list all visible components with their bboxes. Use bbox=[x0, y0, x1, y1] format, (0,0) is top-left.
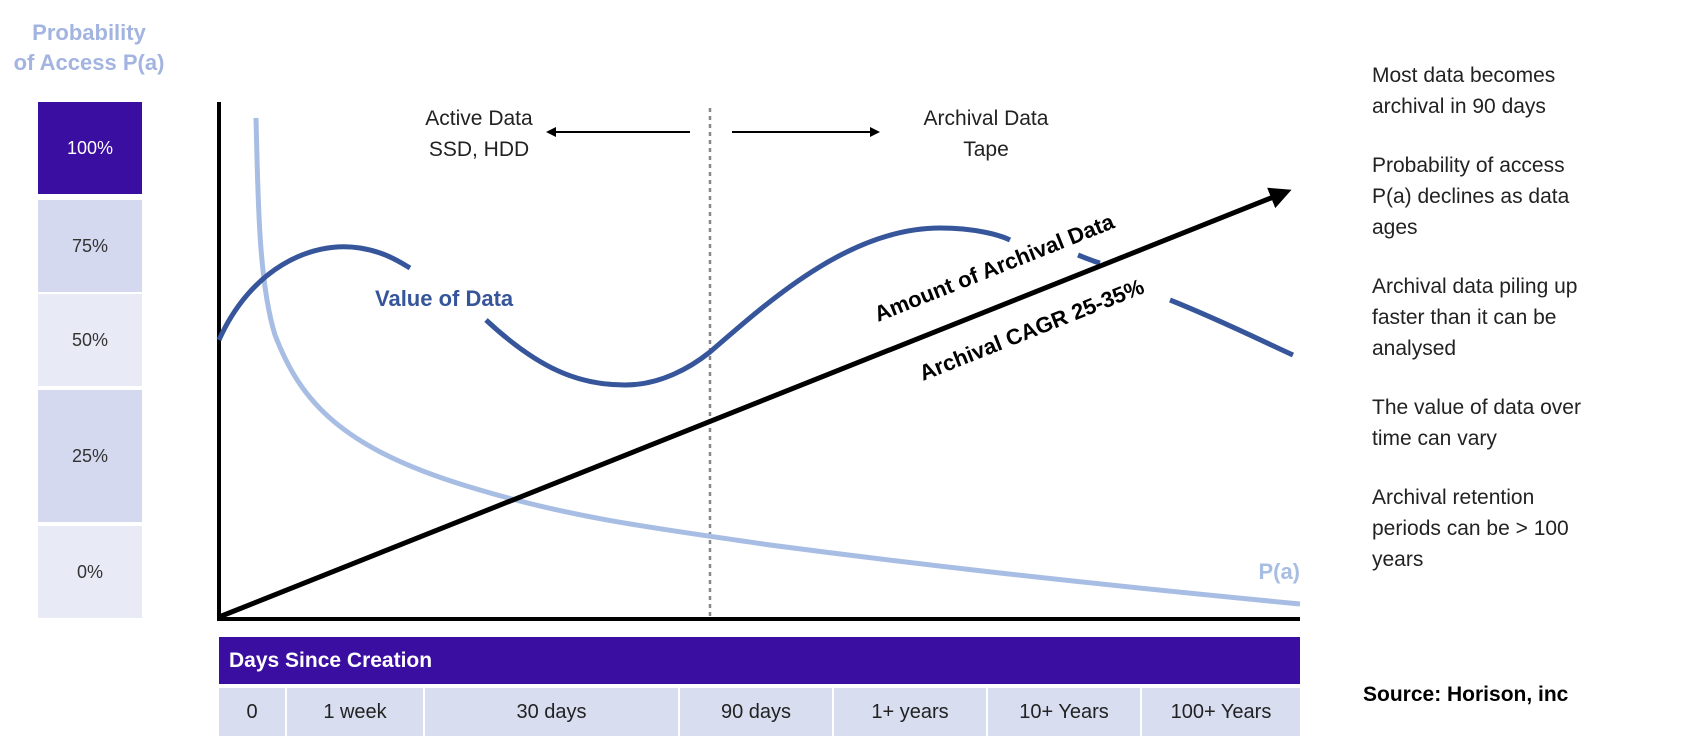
value-of-data-curve-part3 bbox=[1169, 297, 1295, 358]
timeline-ticks: 0 1 week 30 days 90 days 1+ years 10+ Ye… bbox=[219, 688, 1300, 736]
access-level-25: 25% bbox=[38, 390, 142, 522]
timeline-tick: 1+ years bbox=[834, 688, 988, 736]
value-of-data-curve-part2 bbox=[484, 225, 1012, 388]
note-archival-piling-up: Archival data piling up faster than it c… bbox=[1372, 275, 1578, 360]
timeline-tick: 1 week bbox=[287, 688, 425, 736]
timeline-tick: 90 days bbox=[680, 688, 834, 736]
access-level-75: 75% bbox=[38, 200, 142, 292]
probability-curve bbox=[253, 117, 1301, 607]
value-of-data-curve-part1 bbox=[216, 244, 412, 342]
note-retention-periods: Archival retention periods can be > 100 … bbox=[1372, 486, 1569, 571]
timeline-tick: 30 days bbox=[425, 688, 680, 736]
active-data-media: SSD, HDD bbox=[429, 138, 529, 161]
note-value-varies: The value of data over time can vary bbox=[1372, 396, 1581, 450]
access-level-0: 0% bbox=[38, 526, 142, 618]
archival-data-label: Archival Data bbox=[924, 107, 1049, 130]
archival-data-media: Tape bbox=[963, 138, 1009, 161]
probability-curve-label: P(a) bbox=[1258, 559, 1300, 584]
probability-of-access-title: Probability of Access P(a) bbox=[13, 20, 165, 75]
days-since-creation-header: Days Since Creation bbox=[219, 637, 1300, 684]
archival-growth-line bbox=[218, 187, 1292, 620]
key-points: Most data becomes archival in 90 days Pr… bbox=[1372, 60, 1672, 603]
active-data-label: Active Data bbox=[425, 107, 533, 130]
access-level-50: 50% bbox=[38, 294, 142, 386]
access-level-100: 100% bbox=[38, 102, 142, 194]
note-probability-declines: Probability of access P(a) declines as d… bbox=[1372, 154, 1570, 239]
timeline-tick: 100+ Years bbox=[1142, 688, 1300, 736]
timeline-tick: 0 bbox=[219, 688, 287, 736]
value-of-data-curve-part4 bbox=[1077, 252, 1101, 266]
value-of-data-label: Value of Data bbox=[375, 286, 514, 311]
note-archival-90-days: Most data becomes archival in 90 days bbox=[1372, 64, 1556, 118]
source-citation: Source: Horison, inc bbox=[1363, 683, 1569, 706]
timeline-tick: 10+ Years bbox=[988, 688, 1142, 736]
